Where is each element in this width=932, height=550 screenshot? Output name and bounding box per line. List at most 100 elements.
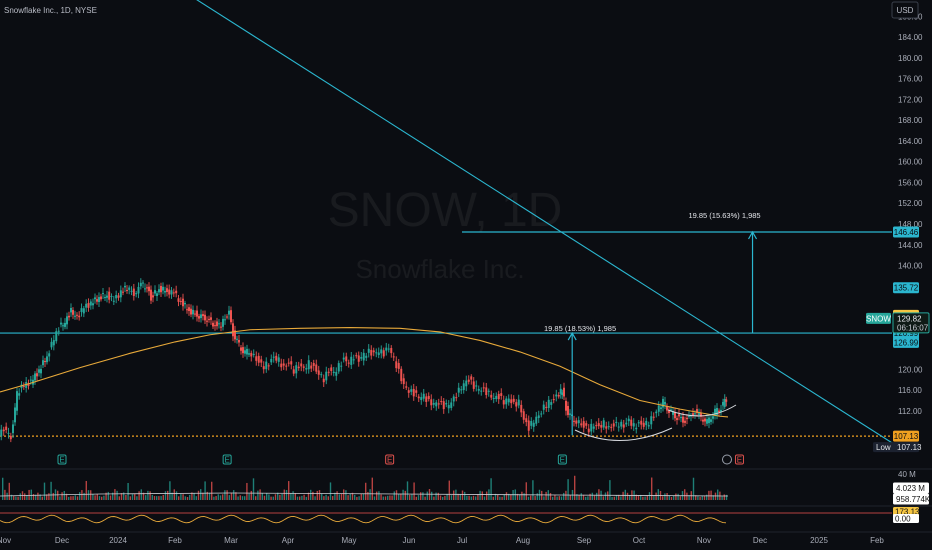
- volume-bar: [83, 492, 85, 500]
- volume-bar: [373, 496, 376, 500]
- candle-body: [532, 422, 535, 427]
- candle-body: [535, 416, 538, 424]
- candle-body: [362, 352, 365, 361]
- candle-body: [36, 373, 38, 377]
- volume-bar: [402, 489, 404, 500]
- candle-body: [580, 423, 583, 426]
- volume-bar: [387, 495, 389, 500]
- volume-bar: [523, 493, 525, 500]
- y-tick-label: 116.00: [898, 386, 922, 395]
- volume-bar: [169, 481, 171, 500]
- candle-body: [5, 426, 8, 430]
- candle-body: [632, 423, 635, 427]
- candle-body: [427, 395, 430, 400]
- candle-body: [375, 352, 378, 354]
- time-axis[interactable]: Nov Dec 2024 Feb Mar Apr May Jun Jul Aug Sep Oct Nov…: [0, 531, 932, 545]
- volume-tag-bg: [893, 482, 929, 494]
- volume-bar: [560, 496, 563, 500]
- volume-bar: [444, 495, 446, 500]
- volume-bar: [475, 496, 477, 500]
- candle-body: [122, 291, 124, 293]
- volume-bar: [120, 493, 123, 500]
- volume-bar: [501, 496, 503, 500]
- volume-bar: [237, 496, 239, 500]
- candle-body: [512, 398, 515, 402]
- volume-bar: [431, 491, 433, 500]
- candle-body: [490, 394, 493, 398]
- candle-body: [132, 288, 135, 296]
- earnings-event-icon: [222, 454, 232, 465]
- candle-body: [302, 366, 305, 368]
- candle-body: [390, 348, 393, 354]
- candle-body: [600, 425, 603, 428]
- volume-bar: [142, 492, 145, 500]
- candle-body: [530, 420, 533, 426]
- candle-body: [477, 388, 480, 391]
- earnings-event-label: E: [560, 456, 565, 465]
- volume-bar: [510, 494, 512, 500]
- candle-body: [142, 282, 144, 284]
- volume-bar: [72, 496, 74, 500]
- candle-body: [85, 303, 88, 308]
- volume-bar: [391, 495, 393, 500]
- current-price-bg: [892, 312, 930, 334]
- candle-body: [246, 348, 248, 355]
- candle-body: [160, 285, 162, 293]
- volume-bar: [670, 496, 673, 500]
- candle-body: [487, 390, 490, 392]
- candle-body: [605, 426, 608, 429]
- volume-bar: [10, 494, 13, 500]
- earnings-event-label: E: [224, 456, 229, 465]
- candle-body: [317, 370, 320, 375]
- candle-body: [372, 350, 375, 353]
- candle-body: [595, 425, 598, 427]
- candle-body: [52, 340, 55, 346]
- candle-body: [467, 379, 470, 382]
- y-tick-label: 144.00: [898, 241, 923, 250]
- candle-body: [62, 325, 64, 327]
- candle-body: [18, 393, 21, 396]
- candle-body: [87, 303, 90, 308]
- volume-bar: [532, 480, 534, 500]
- volume-bar: [345, 490, 347, 500]
- volume-bar: [4, 489, 6, 500]
- x-tick-label: Feb: [168, 536, 182, 545]
- volume-bar: [556, 496, 558, 500]
- volume-bar: [358, 496, 360, 500]
- cup-arc: [574, 427, 673, 441]
- volume-bar: [655, 492, 657, 500]
- candle-body: [260, 359, 263, 363]
- volume-bar: [268, 494, 270, 500]
- candle-body: [655, 411, 658, 414]
- volume-tag-bg: [893, 493, 929, 505]
- volume-bar: [413, 482, 415, 500]
- x-tick-label: May: [341, 536, 356, 545]
- candle-body: [515, 402, 518, 407]
- candle-body: [206, 320, 208, 322]
- price-tag-text: 107.13: [894, 432, 919, 441]
- candle-body: [76, 314, 78, 316]
- volume-bar: [98, 496, 101, 500]
- earnings-event-icon: [385, 454, 395, 465]
- volume-bar: [723, 494, 725, 500]
- volume-tag-text: 4.023 M: [896, 484, 925, 493]
- volume-bar: [279, 494, 281, 500]
- volume-bar: [673, 495, 675, 500]
- volume-bar: [596, 492, 598, 500]
- volume-bar: [299, 496, 301, 500]
- candle-body: [128, 287, 131, 290]
- volume-bar: [292, 491, 294, 500]
- candle-body: [270, 358, 273, 363]
- candle-body: [34, 373, 36, 381]
- currency-button[interactable]: USD: [891, 1, 919, 19]
- volume-bar: [94, 495, 96, 500]
- volume-bar: [574, 475, 576, 500]
- volume-bar: [369, 489, 371, 500]
- candle-body: [252, 353, 255, 356]
- x-tick-label: 2024: [109, 536, 127, 545]
- candle-body: [154, 290, 156, 294]
- volume-bar: [261, 493, 263, 500]
- volume-bar: [697, 496, 699, 500]
- volume-bar: [182, 494, 184, 500]
